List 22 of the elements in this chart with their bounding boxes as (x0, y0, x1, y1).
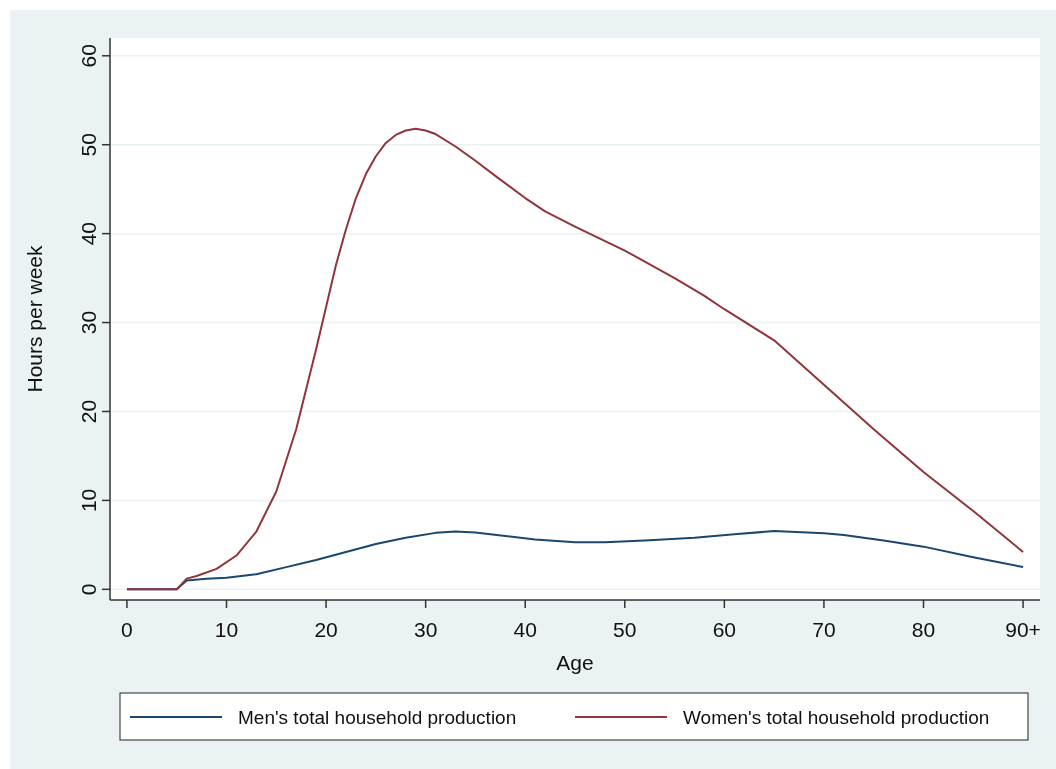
legend-label: Women's total household production (683, 707, 990, 728)
y-tick-label: 40 (77, 221, 100, 246)
x-tick-label: 20 (314, 618, 338, 641)
x-tick-label: 70 (812, 618, 836, 641)
y-tick-label: 10 (77, 488, 100, 513)
x-tick-label: 60 (712, 618, 737, 641)
y-tick-label: 50 (77, 133, 100, 157)
x-tick-label: 50 (613, 618, 637, 641)
y-tick-label: 30 (77, 310, 100, 335)
legend-label: Men's total household production (238, 707, 517, 728)
y-tick-label: 0 (77, 583, 100, 596)
y-tick-label: 20 (77, 399, 100, 424)
x-tick-label: 80 (911, 618, 936, 641)
y-tick-label: 60 (77, 44, 100, 68)
x-tick-label: 90+ (1005, 618, 1041, 641)
x-axis-title: Age (556, 651, 594, 674)
line-series (125, 127, 1025, 591)
x-tick-label: 10 (214, 618, 239, 641)
x-tick-label: 0 (121, 618, 133, 641)
y-axis-title: Hours per week (23, 244, 46, 393)
x-tick-label: 40 (513, 618, 537, 641)
x-tick-label: 30 (413, 618, 438, 641)
